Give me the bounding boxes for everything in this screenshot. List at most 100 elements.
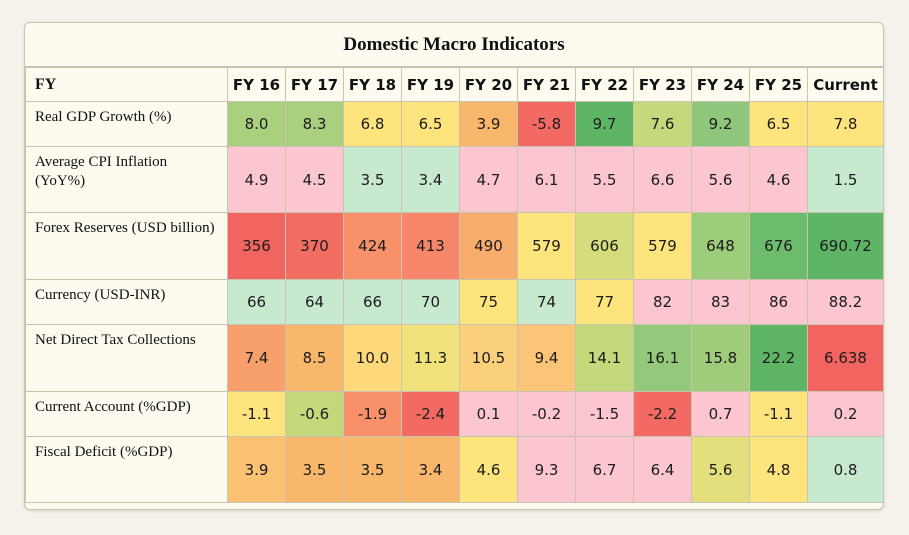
macro-table: FY FY 16 FY 17 FY 18 FY 19 FY 20 FY 21 FY 22 FY…: [25, 67, 883, 503]
table-row: Current Account (%GDP) -1.1 -0.6 -1.9 -2.4 0.…: [25, 391, 883, 437]
value-cell: -0.2: [517, 391, 576, 437]
value-cell: 82: [633, 279, 692, 325]
column-header: FY 19: [401, 67, 460, 102]
value-cell: 8.3: [285, 101, 344, 147]
value-cell: 9.3: [517, 436, 576, 503]
value-cell: -2.4: [401, 391, 460, 437]
value-cell: 3.4: [401, 436, 460, 503]
value-cell: 64: [285, 279, 344, 325]
row-label: Fiscal Deficit (%GDP): [25, 436, 228, 503]
value-cell: 6.1: [517, 146, 576, 213]
value-cell: 5.5: [575, 146, 634, 213]
value-cell: 7.8: [807, 101, 883, 147]
value-cell: 10.5: [459, 324, 518, 392]
table-row: Forex Reserves (USD billion) 356 370 424 413…: [25, 212, 883, 280]
value-cell: 88.2: [807, 279, 883, 325]
value-cell: 8.5: [285, 324, 344, 392]
value-cell: 11.3: [401, 324, 460, 392]
value-cell: 3.9: [459, 101, 518, 147]
column-header: FY 25: [749, 67, 808, 102]
value-cell: -1.1: [227, 391, 286, 437]
value-cell: 14.1: [575, 324, 634, 392]
value-cell: 70: [401, 279, 460, 325]
column-header: FY 24: [691, 67, 750, 102]
value-cell: 7.4: [227, 324, 286, 392]
value-cell: 6.7: [575, 436, 634, 503]
value-cell: 3.4: [401, 146, 460, 213]
column-header: FY 20: [459, 67, 518, 102]
value-cell: 3.5: [343, 146, 402, 213]
value-cell: 424: [343, 212, 402, 280]
table-title: Domestic Macro Indicators: [25, 23, 883, 67]
value-cell: 66: [343, 279, 402, 325]
row-label: Net Direct Tax Collections: [25, 324, 228, 392]
value-cell: 7.6: [633, 101, 692, 147]
value-cell: -0.6: [285, 391, 344, 437]
value-cell: -2.2: [633, 391, 692, 437]
value-cell: -1.9: [343, 391, 402, 437]
row-label: Average CPI Inflation (YoY%): [25, 146, 228, 213]
value-cell: 0.8: [807, 436, 883, 503]
column-header: FY 22: [575, 67, 634, 102]
value-cell: 490: [459, 212, 518, 280]
value-cell: 6.8: [343, 101, 402, 147]
value-cell: 3.9: [227, 436, 286, 503]
value-cell: 6.638: [807, 324, 883, 392]
value-cell: -1.1: [749, 391, 808, 437]
table-row: Currency (USD-INR) 66 64 66 70 75 74 77 82 83 86 88…: [25, 279, 883, 325]
row-label: Current Account (%GDP): [25, 391, 228, 437]
value-cell: 579: [517, 212, 576, 280]
value-cell: 83: [691, 279, 750, 325]
value-cell: 648: [691, 212, 750, 280]
value-cell: 4.8: [749, 436, 808, 503]
value-cell: 4.6: [459, 436, 518, 503]
value-cell: 606: [575, 212, 634, 280]
value-cell: 75: [459, 279, 518, 325]
value-cell: 4.6: [749, 146, 808, 213]
header-row: FY FY 16 FY 17 FY 18 FY 19 FY 20 FY 21 FY 22 FY…: [25, 67, 883, 102]
value-cell: 0.7: [691, 391, 750, 437]
value-cell: 413: [401, 212, 460, 280]
value-cell: 5.6: [691, 146, 750, 213]
value-cell: 1.5: [807, 146, 883, 213]
table-card: Domestic Macro Indicators FY FY 16 FY 17 F…: [24, 22, 884, 510]
value-cell: 4.7: [459, 146, 518, 213]
value-cell: 3.5: [343, 436, 402, 503]
value-cell: 676: [749, 212, 808, 280]
value-cell: 6.4: [633, 436, 692, 503]
value-cell: 74: [517, 279, 576, 325]
value-cell: 6.5: [749, 101, 808, 147]
column-header: FY 17: [285, 67, 344, 102]
value-cell: 8.0: [227, 101, 286, 147]
table-row: Real GDP Growth (%) 8.0 8.3 6.8 6.5 3.9 -5.8 9.…: [25, 101, 883, 147]
value-cell: 690.72: [807, 212, 883, 280]
value-cell: 9.2: [691, 101, 750, 147]
value-cell: 15.8: [691, 324, 750, 392]
value-cell: 6.6: [633, 146, 692, 213]
value-cell: 9.4: [517, 324, 576, 392]
table-row: Fiscal Deficit (%GDP) 3.9 3.5 3.5 3.4 4.6 9.3 6…: [25, 436, 883, 503]
row-label: Currency (USD-INR): [25, 279, 228, 325]
value-cell: 10.0: [343, 324, 402, 392]
value-cell: 3.5: [285, 436, 344, 503]
value-cell: 4.5: [285, 146, 344, 213]
value-cell: 579: [633, 212, 692, 280]
value-cell: 86: [749, 279, 808, 325]
value-cell: 6.5: [401, 101, 460, 147]
value-cell: 77: [575, 279, 634, 325]
table-row: Average CPI Inflation (YoY%) 4.9 4.5 3.5 3.4…: [25, 146, 883, 213]
value-cell: 4.9: [227, 146, 286, 213]
value-cell: 9.7: [575, 101, 634, 147]
corner-label: FY: [25, 67, 228, 102]
column-header: FY 18: [343, 67, 402, 102]
value-cell: -5.8: [517, 101, 576, 147]
value-cell: 5.6: [691, 436, 750, 503]
column-header: FY 16: [227, 67, 286, 102]
column-header: FY 21: [517, 67, 576, 102]
value-cell: 16.1: [633, 324, 692, 392]
value-cell: 0.2: [807, 391, 883, 437]
value-cell: 370: [285, 212, 344, 280]
column-header: Current: [807, 67, 883, 102]
value-cell: 0.1: [459, 391, 518, 437]
value-cell: 22.2: [749, 324, 808, 392]
